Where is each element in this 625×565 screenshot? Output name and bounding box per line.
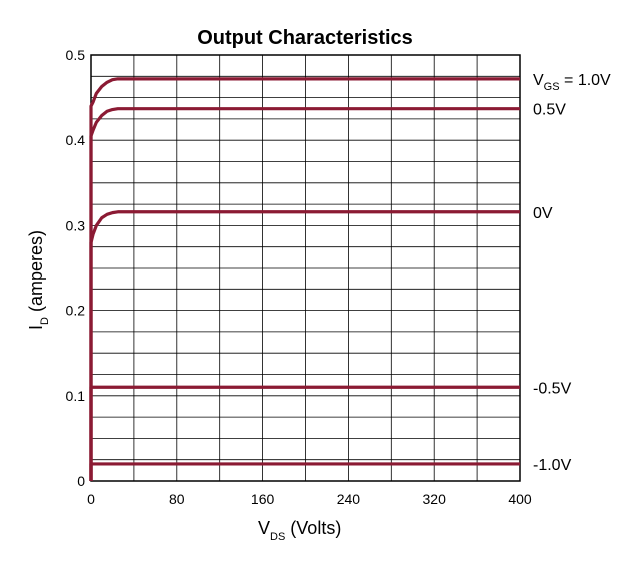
x-tick-label: 80 <box>169 491 185 507</box>
curve-label-sub: GS <box>544 81 560 93</box>
curve-line <box>89 385 520 481</box>
y-tick-label: 0.2 <box>66 303 86 319</box>
curve-label: -0.5V <box>533 380 572 397</box>
x-tick-labels: 0 80 160 240 320 400 <box>87 491 532 507</box>
curve-labels: VGS = 1.0V 0.5V 0V -0.5V -1.0V <box>533 72 611 474</box>
curve-label: 0V <box>533 205 553 222</box>
x-tick-label: 160 <box>251 491 275 507</box>
curve-line <box>89 77 520 481</box>
x-axis-label-rest: (Volts) <box>285 518 341 538</box>
y-tick-labels: 0 0.1 0.2 0.3 0.4 0.5 <box>66 47 86 489</box>
y-tick-label: 0.3 <box>66 217 86 233</box>
curve-line <box>89 210 520 481</box>
x-tick-label: 320 <box>423 491 447 507</box>
curve-label: VGS = 1.0V <box>533 72 611 93</box>
curve-label-rest: = 1.0V <box>560 72 611 89</box>
curve-line <box>89 462 520 481</box>
chart-title: Output Characteristics <box>197 27 413 49</box>
y-axis-label-main: I <box>26 325 46 330</box>
curve-line <box>89 107 520 481</box>
curve-label: 0.5V <box>533 102 566 119</box>
y-tick-label: 0 <box>77 473 85 489</box>
curves <box>89 77 520 481</box>
x-axis-label: VDS (Volts) <box>258 518 341 543</box>
y-tick-label: 0.5 <box>66 47 86 63</box>
curve-label-main: V <box>533 72 544 89</box>
y-axis-label-sub: D <box>39 317 51 325</box>
x-axis-label-sub: DS <box>270 531 285 543</box>
y-tick-label: 0.4 <box>66 132 86 148</box>
x-tick-label: 400 <box>508 491 532 507</box>
x-tick-label: 240 <box>337 491 361 507</box>
y-axis-label-rest: (amperes) <box>26 230 46 317</box>
curve-label: -1.0V <box>533 457 572 474</box>
x-tick-label: 0 <box>87 491 95 507</box>
x-axis-label-main: V <box>258 518 270 538</box>
y-axis-label: ID (amperes) <box>26 230 51 330</box>
grid-lines <box>91 55 520 481</box>
y-tick-label: 0.1 <box>66 388 86 404</box>
